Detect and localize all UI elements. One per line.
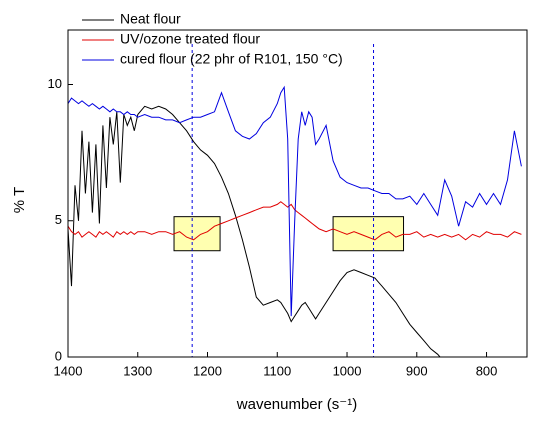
x-tick-label: 1100 — [263, 363, 291, 378]
x-tick-label: 1200 — [193, 363, 222, 378]
x-axis-label: wavenumber (s⁻¹) — [236, 396, 357, 413]
highlight-box — [173, 216, 221, 252]
series-line — [68, 85, 522, 317]
x-tick-label: 900 — [406, 363, 428, 378]
x-tick-label: 1400 — [54, 363, 83, 378]
plot-frame — [67, 29, 528, 358]
series-line — [68, 201, 522, 241]
x-tick-label: 800 — [476, 363, 498, 378]
highlight-box — [332, 216, 405, 252]
y-tick-label: 10 — [48, 76, 62, 91]
x-tick-label: 1300 — [123, 363, 152, 378]
x-tick-label: 1000 — [333, 363, 362, 378]
legend-label: cured flour (22 phr of R101, 150 °C) — [120, 51, 343, 67]
y-tick-label: 0 — [55, 348, 62, 363]
series-line — [68, 105, 441, 357]
y-tick-label: 5 — [55, 212, 62, 227]
plot-area — [68, 44, 522, 357]
y-axis-label: % T — [11, 187, 28, 213]
legend-label: Neat flour — [120, 11, 181, 27]
legend-label: UV/ozone treated flour — [120, 31, 260, 47]
